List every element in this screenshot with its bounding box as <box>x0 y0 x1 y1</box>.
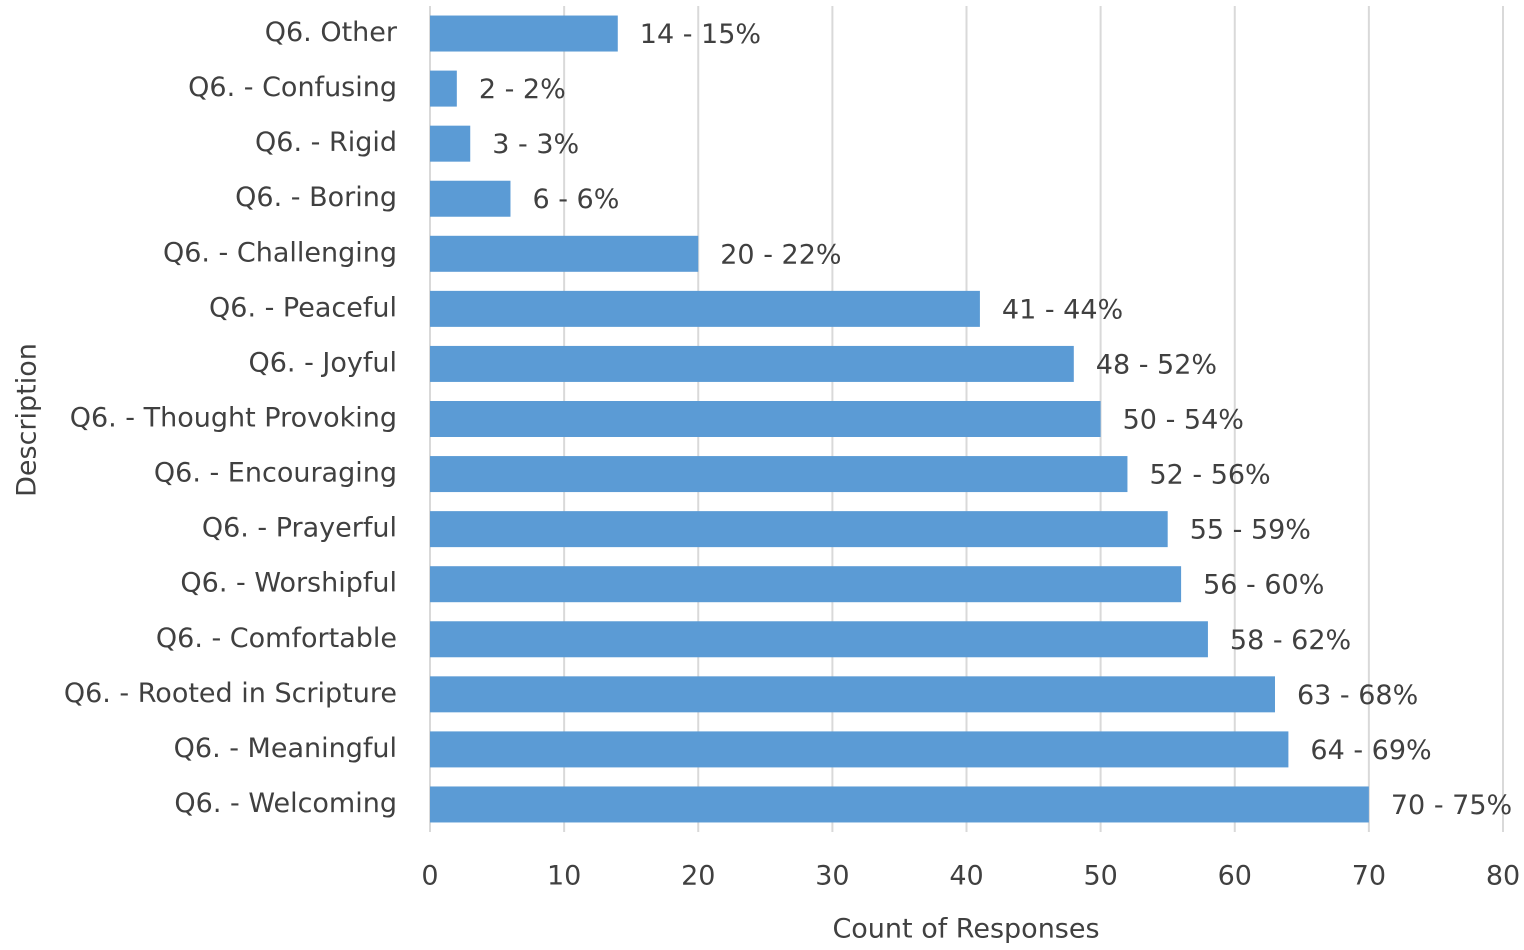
bar <box>430 731 1289 768</box>
data-label: 50 - 54% <box>1123 405 1244 436</box>
y-tick-label: Q6. - Rigid <box>255 127 397 158</box>
y-tick-label: Q6. - Joyful <box>249 347 398 378</box>
bar <box>430 15 618 52</box>
data-label: 41 - 44% <box>1002 294 1123 325</box>
y-tick-label: Q6. Other <box>265 17 398 48</box>
x-tick-label: 70 <box>1352 861 1386 892</box>
bar <box>430 621 1208 658</box>
bar <box>430 235 699 272</box>
bar <box>430 290 980 327</box>
data-label: 3 - 3% <box>492 129 579 160</box>
x-tick-label: 40 <box>949 861 983 892</box>
y-tick-label: Q6. - Challenging <box>163 237 397 268</box>
y-tick-label: Q6. - Welcoming <box>174 788 397 819</box>
data-label: 56 - 60% <box>1203 570 1324 601</box>
bar <box>430 456 1128 493</box>
x-axis-title: Count of Responses <box>832 914 1099 945</box>
data-label: 2 - 2% <box>479 74 566 105</box>
y-tick-label: Q6. - Confusing <box>188 72 397 103</box>
y-tick-label: Q6. - Meaningful <box>174 733 397 764</box>
y-tick-label: Q6. - Comfortable <box>156 623 397 654</box>
data-label: 52 - 56% <box>1149 460 1270 491</box>
data-label: 70 - 75% <box>1391 790 1512 821</box>
data-label: 63 - 68% <box>1297 680 1418 711</box>
bar <box>430 401 1101 437</box>
bar <box>430 70 457 107</box>
x-tick-label: 60 <box>1218 861 1252 892</box>
y-tick-label: Q6. - Rooted in Scripture <box>64 678 397 709</box>
y-tick-label: Q6. - Worshipful <box>180 568 397 599</box>
bar <box>430 125 471 162</box>
bar <box>430 676 1275 713</box>
bar <box>430 786 1369 823</box>
bar <box>430 180 511 217</box>
bar <box>430 511 1168 548</box>
y-tick-label: Q6. - Peaceful <box>209 292 397 323</box>
data-label: 48 - 52% <box>1096 349 1217 380</box>
bar <box>430 345 1074 382</box>
data-label: 55 - 59% <box>1190 515 1311 546</box>
x-tick-label: 0 <box>421 861 438 892</box>
x-tick-label: 20 <box>681 861 715 892</box>
y-tick-label: Q6. - Boring <box>235 182 397 213</box>
data-label: 14 - 15% <box>640 19 761 50</box>
y-tick-label: Q6. - Thought Provoking <box>70 403 397 434</box>
x-tick-label: 30 <box>815 861 849 892</box>
y-tick-label: Q6. - Prayerful <box>202 513 397 544</box>
data-label: 20 - 22% <box>720 239 841 270</box>
x-tick-label: 50 <box>1083 861 1117 892</box>
data-label: 58 - 62% <box>1230 625 1351 656</box>
data-label: 6 - 6% <box>532 184 619 215</box>
y-tick-label: Q6. - Encouraging <box>154 458 397 489</box>
data-label: 64 - 69% <box>1310 735 1431 766</box>
bar <box>430 566 1182 603</box>
x-tick-label: 10 <box>547 861 581 892</box>
y-axis-title: Description <box>12 343 43 497</box>
x-tick-label: 80 <box>1486 861 1520 892</box>
